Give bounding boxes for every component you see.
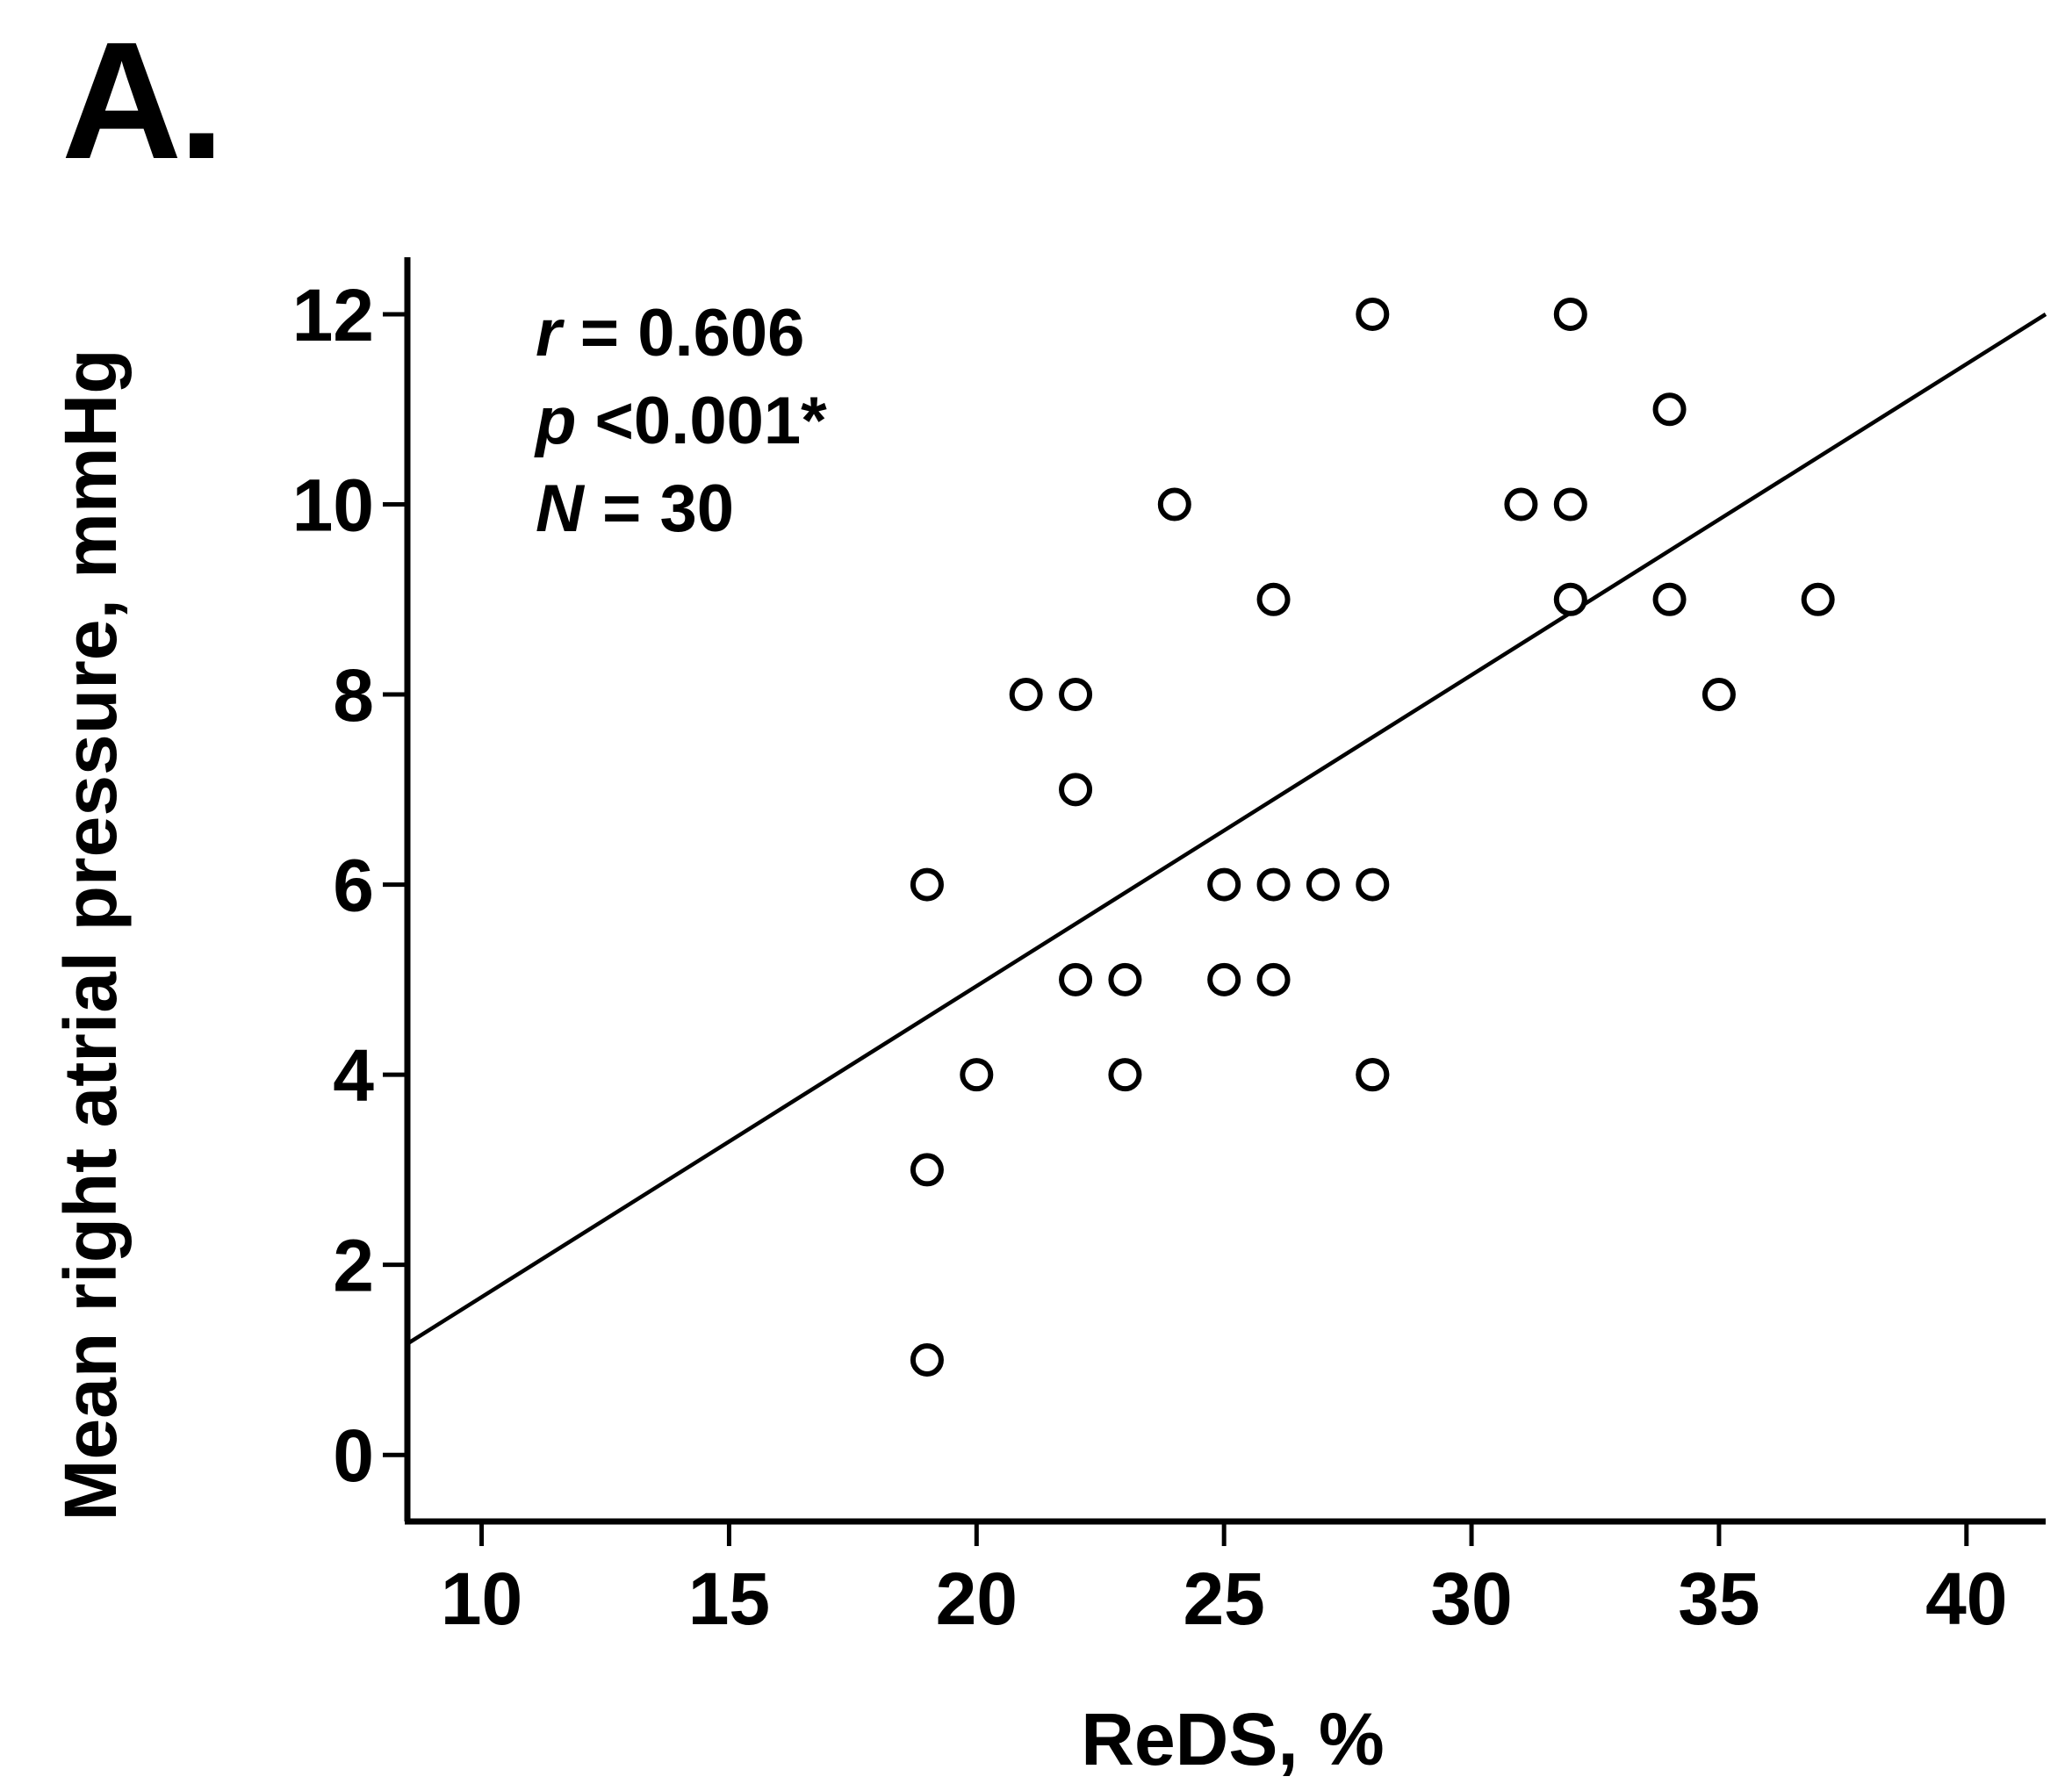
x-tick-label: 30 — [1430, 1557, 1512, 1640]
stat-n-symbol: N — [536, 471, 586, 546]
data-point — [1108, 1058, 1142, 1092]
data-point — [1059, 773, 1093, 807]
stat-r-value: = 0.606 — [562, 296, 805, 370]
y-tick-label: 0 — [333, 1414, 374, 1497]
data-point — [910, 1153, 944, 1187]
regression-line — [406, 313, 2047, 1346]
y-tick-label: 8 — [333, 654, 374, 737]
data-point — [1801, 582, 1835, 616]
data-point — [1553, 297, 1587, 331]
x-tick-label: 20 — [936, 1557, 1018, 1640]
data-point — [1108, 962, 1142, 996]
data-point — [1207, 867, 1241, 902]
x-tick-label: 35 — [1678, 1557, 1759, 1640]
data-point — [1256, 582, 1291, 616]
data-point — [1356, 1058, 1390, 1092]
data-point — [960, 1058, 994, 1092]
x-tick-label: 25 — [1183, 1557, 1264, 1640]
data-point — [910, 867, 944, 902]
data-point — [1157, 487, 1191, 521]
data-point — [1306, 867, 1340, 902]
data-point — [1553, 582, 1587, 616]
regression-line-group — [406, 313, 2047, 1346]
data-point — [910, 1342, 944, 1377]
data-point — [1207, 962, 1241, 996]
data-point — [1504, 487, 1538, 521]
stat-r-symbol: r — [536, 296, 565, 370]
y-tick-label: 12 — [292, 274, 374, 356]
y-axis-title: Mean right atrial pressure, mmHg — [49, 349, 132, 1521]
data-point — [1256, 962, 1291, 996]
y-tick-label: 2 — [333, 1225, 374, 1307]
data-point — [1652, 392, 1687, 427]
data-point — [1701, 678, 1736, 712]
stat-n: N = 30 — [536, 471, 734, 546]
stat-p-symbol: p — [534, 384, 576, 458]
x-tick-label: 10 — [441, 1557, 522, 1640]
axis-ticks: 10 15 20 25 30 35 40 0 2 4 6 8 10 12 — [292, 274, 2008, 1640]
data-point — [1356, 297, 1390, 331]
stat-r: r = 0.606 — [536, 296, 804, 370]
x-axis-title: ReDS, % — [1081, 1698, 1384, 1780]
x-tick-label: 40 — [1925, 1557, 2007, 1640]
data-point — [1553, 487, 1587, 521]
data-points — [910, 297, 1835, 1377]
data-point — [1009, 678, 1043, 712]
x-tick-label: 15 — [688, 1557, 770, 1640]
data-point — [1256, 867, 1291, 902]
panel-label: A. — [61, 8, 225, 194]
stat-p-value: <0.001* — [576, 384, 827, 458]
stat-n-value: = 30 — [584, 471, 734, 546]
y-tick-label: 6 — [333, 845, 374, 927]
data-point — [1356, 867, 1390, 902]
data-point — [1059, 962, 1093, 996]
data-point — [1652, 582, 1687, 616]
data-point — [1059, 678, 1093, 712]
y-tick-label: 4 — [333, 1034, 374, 1117]
y-tick-label: 10 — [292, 464, 374, 547]
stat-p: p <0.001* — [534, 384, 827, 458]
